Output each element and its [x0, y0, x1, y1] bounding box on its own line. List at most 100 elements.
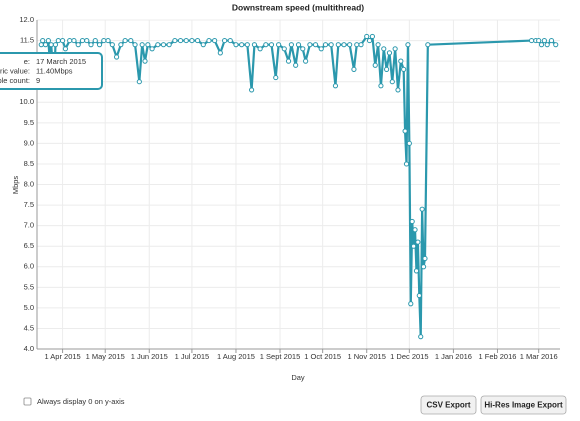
tooltip-box — [0, 52, 103, 90]
button-label[interactable]: Hi-Res Image Export — [484, 401, 563, 410]
y-tick-label: 5.0 — [24, 303, 34, 312]
point — [206, 37, 212, 44]
csv-export-button[interactable] — [420, 395, 477, 415]
point — [395, 87, 401, 93]
point — [405, 42, 411, 48]
point — [300, 46, 306, 52]
x-tick-label: 1 Nov 2015 — [348, 352, 386, 361]
point — [285, 58, 292, 64]
x-tick-label: 1 Sept 2015 — [260, 352, 300, 361]
image-export-button[interactable] — [480, 395, 567, 415]
point — [75, 42, 81, 48]
point — [109, 42, 115, 48]
point — [136, 79, 142, 85]
tooltip-value: 9 — [36, 76, 40, 85]
x-tick-label: 1 Oct 2015 — [304, 352, 341, 361]
point — [416, 292, 422, 299]
point — [538, 42, 545, 48]
point — [166, 42, 172, 48]
point — [402, 128, 408, 134]
x-tick-label: 1 Apr 2015 — [44, 352, 80, 361]
x-tick-label: 1 Aug 2015 — [217, 352, 255, 361]
point — [194, 37, 201, 44]
point — [389, 79, 395, 85]
y-tick-label: 12.0 — [19, 15, 34, 24]
checkbox-label[interactable]: Always display 0 on y-axis — [37, 397, 125, 406]
point — [268, 42, 275, 48]
x-tick-label: 1 Dec 2015 — [390, 352, 428, 361]
point — [369, 33, 376, 40]
point — [276, 42, 282, 48]
point — [295, 42, 302, 48]
x-tick-label: 1 Feb 2016 — [478, 352, 516, 361]
point — [358, 42, 364, 48]
point — [312, 42, 319, 48]
point — [378, 83, 384, 89]
point — [48, 42, 54, 48]
point — [528, 37, 535, 44]
point — [303, 58, 309, 64]
point — [251, 42, 258, 48]
x-tick-label: 1 Mar 2016 — [520, 352, 558, 361]
point — [372, 62, 378, 68]
button-label[interactable]: CSV Export — [426, 401, 470, 410]
checkbox[interactable] — [23, 397, 32, 406]
point — [227, 37, 233, 44]
point — [418, 334, 424, 340]
point — [419, 206, 425, 212]
point — [172, 37, 178, 44]
point — [401, 66, 407, 72]
point — [347, 42, 353, 48]
point — [71, 37, 77, 44]
point — [328, 42, 334, 48]
point — [139, 42, 145, 48]
point — [52, 42, 59, 48]
y-axis-label: Mbps — [11, 176, 20, 195]
point — [536, 37, 542, 44]
point — [541, 37, 547, 44]
point — [406, 140, 412, 146]
point — [122, 37, 128, 44]
y-tick-label: 5.5 — [24, 282, 34, 291]
x-tick-label: 1 Jun 2015 — [131, 352, 168, 361]
point — [101, 37, 107, 44]
point — [354, 42, 360, 48]
point — [177, 37, 184, 44]
point — [403, 161, 410, 167]
point — [118, 42, 124, 48]
point — [413, 268, 420, 274]
controls: Always display 0 on y-axis CSV Export Hi… — [23, 395, 567, 415]
tooltip-key: ric value: — [0, 66, 30, 75]
point — [249, 87, 255, 93]
point — [145, 42, 151, 48]
point — [351, 66, 357, 72]
x-tick-label: 1 Jan 2016 — [435, 352, 472, 361]
point — [384, 66, 390, 72]
y-tick-label: 10.0 — [19, 97, 34, 106]
tooltip: e: 17 March 2015 ric value: 11.40Mbps ple co… — [0, 52, 103, 90]
point — [189, 37, 195, 44]
y-tick-label: 9.5 — [24, 118, 34, 127]
point — [273, 74, 279, 81]
point — [386, 50, 393, 56]
point — [415, 239, 421, 245]
point — [420, 264, 427, 270]
point — [548, 37, 555, 44]
point — [200, 42, 206, 48]
point — [160, 42, 167, 48]
point — [62, 46, 69, 52]
point — [375, 42, 381, 48]
y-tick-label: 4.0 — [24, 344, 34, 353]
point — [366, 37, 373, 44]
point — [263, 42, 269, 48]
point — [113, 54, 120, 60]
y-tick-label: 11.5 — [20, 36, 34, 45]
point — [553, 42, 559, 48]
point — [412, 227, 418, 233]
point — [411, 243, 417, 249]
point — [79, 37, 86, 44]
point — [212, 37, 218, 44]
point — [341, 42, 347, 48]
point — [364, 33, 370, 40]
point — [233, 42, 239, 48]
